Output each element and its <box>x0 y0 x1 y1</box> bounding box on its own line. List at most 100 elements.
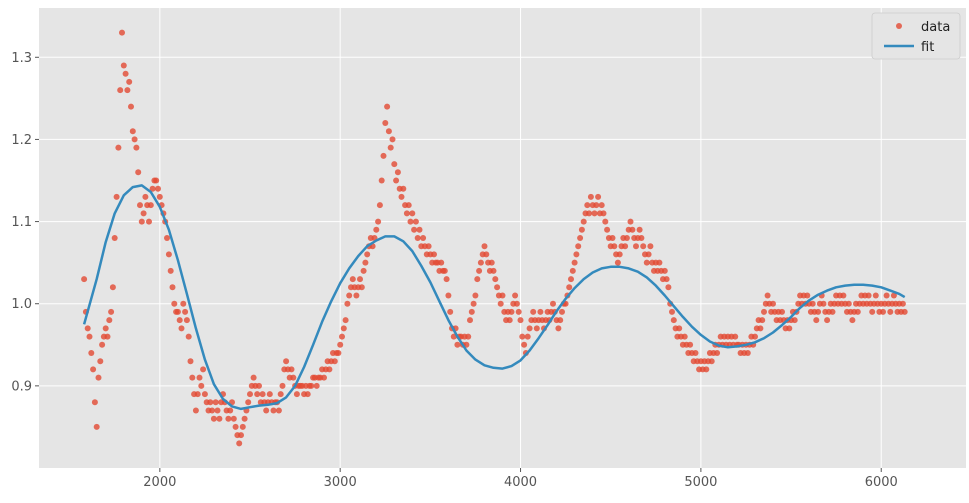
data-point <box>559 308 565 315</box>
data-point <box>147 202 154 209</box>
data-point <box>138 218 145 225</box>
data-point <box>476 267 483 274</box>
data-point <box>382 120 389 126</box>
data-point <box>182 308 189 315</box>
data-point <box>676 325 683 332</box>
data-point <box>340 325 347 332</box>
data-point <box>339 333 345 340</box>
data-point <box>176 317 183 324</box>
data-point <box>290 374 297 381</box>
data-point <box>250 374 257 381</box>
data-point <box>609 235 616 241</box>
data-point <box>155 185 161 192</box>
data-point <box>187 358 194 365</box>
data-point <box>111 235 118 241</box>
data-point <box>880 308 886 315</box>
data-point <box>380 152 387 159</box>
data-point <box>656 259 663 266</box>
data-point <box>245 399 252 406</box>
data-point <box>714 350 721 356</box>
data-point <box>346 292 353 299</box>
data-point <box>106 317 113 324</box>
data-point <box>256 382 262 389</box>
data-point <box>786 325 793 332</box>
data-point <box>414 235 421 241</box>
x-tick-label: 6000 <box>865 475 898 490</box>
data-point <box>115 144 122 151</box>
data-point <box>403 210 410 217</box>
data-point <box>587 193 594 200</box>
data-point <box>569 267 576 274</box>
data-point <box>81 276 88 283</box>
data-point <box>573 251 580 258</box>
data-point <box>189 374 196 381</box>
data-point <box>277 391 284 398</box>
y-tick-label: 1.3 <box>11 51 32 66</box>
data-point <box>550 300 556 307</box>
data-point <box>90 366 97 373</box>
data-point <box>247 391 253 398</box>
data-point <box>643 259 650 266</box>
data-point <box>174 308 181 315</box>
data-point <box>409 210 416 217</box>
data-point <box>164 235 170 241</box>
data-point <box>761 308 767 315</box>
data-point <box>467 317 473 324</box>
y-tick-label: 0.9 <box>11 379 32 394</box>
data-point <box>512 292 519 299</box>
data-point <box>259 391 266 398</box>
data-point <box>840 292 847 299</box>
data-point <box>238 432 244 439</box>
data-point <box>331 358 338 365</box>
data-point <box>362 259 369 266</box>
data-point <box>391 161 398 168</box>
data-point <box>210 415 217 422</box>
data-point <box>133 144 140 151</box>
data-point <box>593 202 600 209</box>
data-point <box>441 267 448 274</box>
data-point <box>764 292 771 299</box>
data-point <box>526 325 533 332</box>
data-point <box>387 144 394 151</box>
data-point <box>241 415 248 422</box>
legend-data-marker <box>896 23 902 29</box>
data-point <box>342 317 349 324</box>
data-point <box>692 350 699 356</box>
data-point <box>472 292 479 299</box>
data-point <box>524 333 531 340</box>
data-point <box>389 136 396 143</box>
data-point <box>757 325 764 332</box>
data-point <box>890 292 897 299</box>
data-point <box>84 325 91 332</box>
data-point <box>584 202 591 209</box>
data-point <box>497 300 504 307</box>
data-point <box>865 292 872 299</box>
x-axis: 2000 3000 4000 5000 6000 <box>143 468 898 490</box>
data-point <box>198 382 205 389</box>
data-point <box>431 251 437 258</box>
data-point <box>488 259 495 266</box>
data-point <box>681 333 688 340</box>
data-point <box>416 226 423 233</box>
data-point <box>326 366 333 373</box>
data-point <box>883 292 890 299</box>
data-point <box>135 169 142 176</box>
data-point <box>180 300 187 307</box>
data-point <box>708 358 715 365</box>
data-point <box>508 308 515 315</box>
data-point <box>337 341 344 348</box>
data-point <box>384 103 391 110</box>
data-point <box>293 391 300 398</box>
data-point <box>474 276 481 283</box>
data-point <box>483 251 490 258</box>
data-point <box>344 300 351 307</box>
data-point <box>263 407 270 414</box>
data-point <box>201 391 208 398</box>
data-point <box>598 202 605 209</box>
data-point <box>557 317 564 324</box>
data-point <box>137 202 143 209</box>
legend-label-data: data <box>921 20 950 35</box>
data-point <box>194 391 201 398</box>
data-point <box>611 243 618 250</box>
y-tick-label: 1.1 <box>11 215 32 230</box>
